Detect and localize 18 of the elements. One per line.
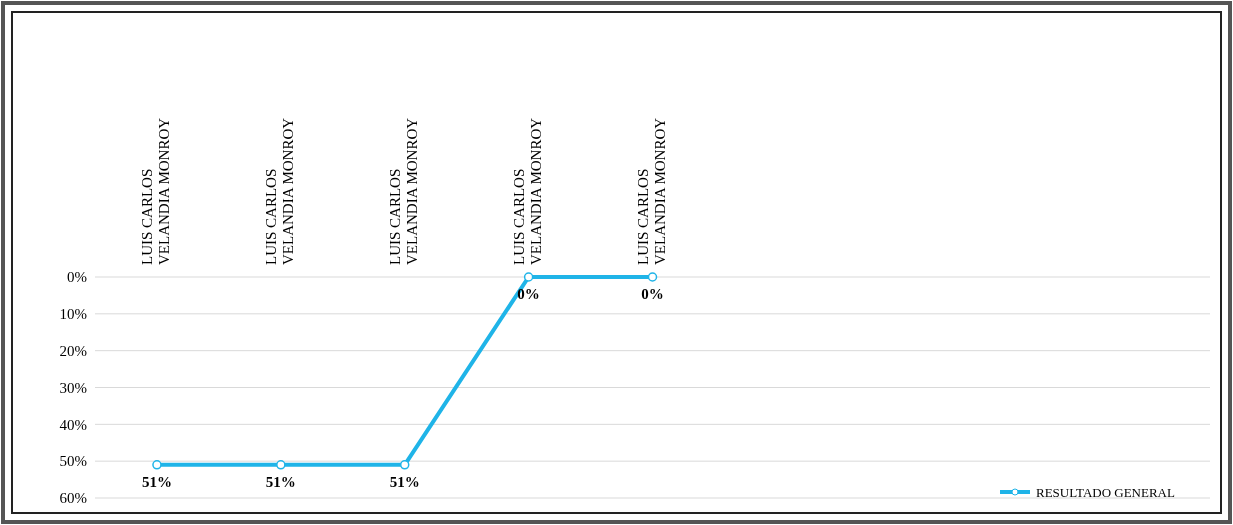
- y-tick-label: 30%: [59, 379, 87, 396]
- text: 51%: [389, 473, 420, 490]
- x-tick-label: LUIS CARLOS VELANDIA MONROY: [387, 117, 420, 265]
- x-tick-label: LUIS CARLOS VELANDIA MONROY: [263, 117, 296, 265]
- text: 51%: [265, 473, 296, 490]
- text: 0%: [641, 286, 664, 302]
- x-tick-label: LUIS CARLOS VELANDIA MONROY: [139, 117, 172, 265]
- x-tick-label: LUIS CARLOS VELANDIA MONROY: [511, 117, 544, 265]
- y-tick-label: 60%: [59, 490, 87, 507]
- y-tick-label: 10%: [59, 306, 87, 323]
- y-tick-label: 50%: [59, 453, 87, 470]
- text: 0%: [517, 286, 540, 302]
- legend-label: RESULTADO GENERAL: [1036, 484, 1176, 500]
- y-tick-label: 0%: [67, 269, 87, 286]
- y-tick-label: 40%: [59, 416, 87, 433]
- y-tick-label: 20%: [59, 342, 87, 359]
- text: 51%: [141, 473, 172, 490]
- x-tick-label: LUIS CARLOS VELANDIA MONROY: [635, 117, 668, 265]
